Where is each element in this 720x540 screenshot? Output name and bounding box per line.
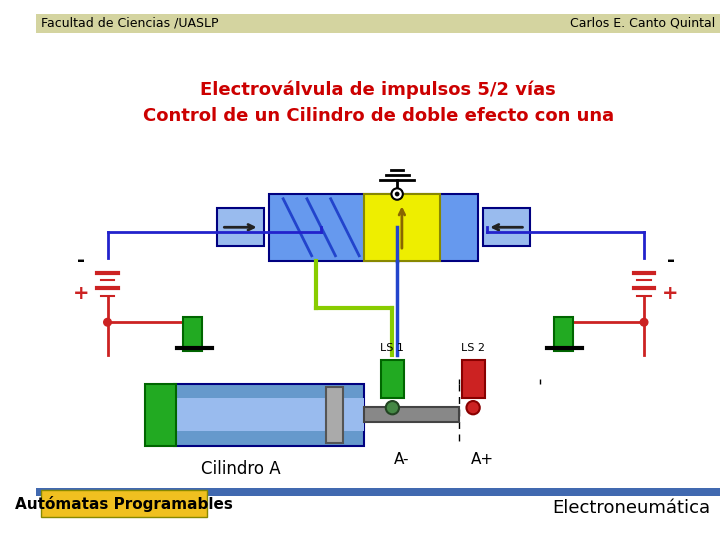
FancyBboxPatch shape: [36, 488, 720, 496]
Bar: [217, 208, 264, 246]
Text: +: +: [73, 284, 89, 303]
Bar: [184, 318, 202, 350]
Bar: [482, 208, 530, 246]
Circle shape: [640, 319, 648, 326]
FancyBboxPatch shape: [364, 407, 459, 422]
Bar: [462, 360, 485, 398]
FancyBboxPatch shape: [174, 384, 364, 446]
Circle shape: [395, 192, 400, 197]
Bar: [269, 194, 478, 260]
Text: Facultad de Ciencias /UASLP: Facultad de Ciencias /UASLP: [41, 17, 219, 30]
Text: Control de un Cilindro de doble efecto con una: Control de un Cilindro de doble efecto c…: [143, 107, 613, 125]
Text: Carlos E. Canto Quintal: Carlos E. Canto Quintal: [570, 17, 715, 30]
Text: A+: A+: [471, 453, 494, 468]
Text: LS 1: LS 1: [380, 343, 405, 353]
FancyBboxPatch shape: [145, 384, 176, 446]
Circle shape: [104, 319, 112, 326]
Bar: [381, 360, 404, 398]
Text: Autómatas Programables: Autómatas Programables: [14, 496, 233, 511]
Text: +: +: [662, 284, 679, 303]
Text: -: -: [667, 251, 675, 270]
Text: Cilindro A: Cilindro A: [201, 461, 280, 478]
Text: Electroneumática: Electroneumática: [552, 500, 711, 517]
FancyBboxPatch shape: [174, 398, 364, 431]
Text: A-: A-: [394, 453, 410, 468]
FancyBboxPatch shape: [326, 387, 343, 443]
Text: -: -: [77, 251, 85, 270]
Text: LS 2: LS 2: [461, 343, 485, 353]
Circle shape: [386, 401, 399, 414]
Bar: [554, 318, 573, 350]
Circle shape: [467, 401, 480, 414]
Circle shape: [392, 188, 402, 200]
Bar: [364, 194, 440, 260]
Text: Electroválvula de impulsos 5/2 vías: Electroválvula de impulsos 5/2 vías: [200, 80, 556, 99]
FancyBboxPatch shape: [41, 490, 207, 517]
FancyBboxPatch shape: [36, 14, 720, 32]
